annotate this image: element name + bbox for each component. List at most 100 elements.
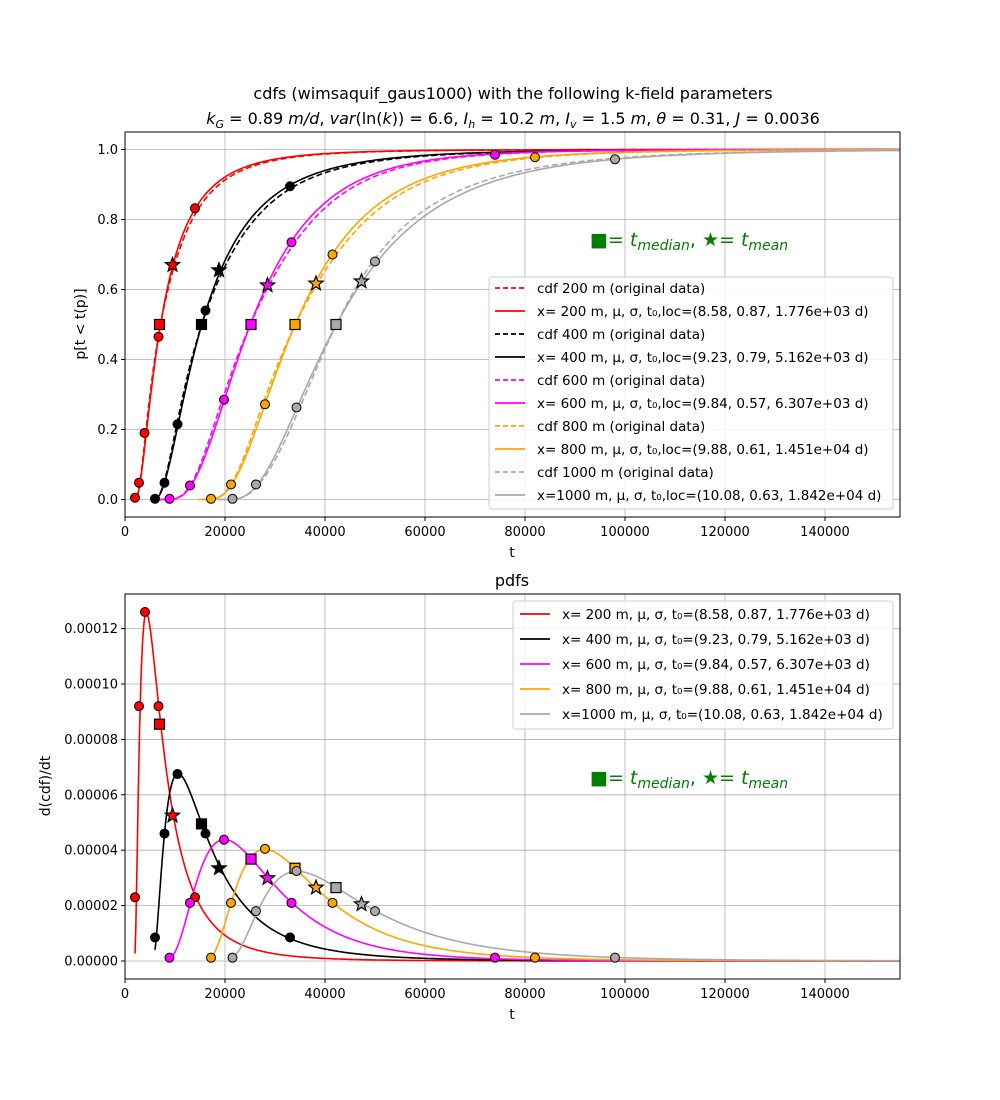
legend-label: x= 400 m, μ, σ, t₀=(9.23, 0.79, 5.162e+0… (562, 632, 870, 648)
legend-label: cdf 1000 m (original data) (537, 465, 714, 481)
percentile-point-1000m (251, 906, 261, 917)
legend-label: x= 800 m, μ, σ, t₀,loc=(9.88, 0.61, 1.45… (537, 442, 869, 458)
pdf-legend-box (512, 600, 894, 730)
percentile-point-800m (530, 152, 540, 163)
percentile-point-1000m (291, 865, 302, 876)
percentile-point-800m (226, 897, 236, 908)
percentile-point-200m (134, 477, 144, 488)
cdf-legend-box (488, 276, 894, 510)
percentile-point-1000m (370, 906, 380, 917)
y-tick-label: 0.00000 (64, 954, 118, 969)
legend-label: cdf 200 m (original data) (537, 281, 705, 297)
percentile-point-400m (285, 181, 295, 192)
x-tick-label: 40000 (304, 987, 345, 1002)
percentile-point-1000m (370, 256, 380, 267)
mean-marker-400m (210, 261, 228, 278)
percentile-point-400m (172, 419, 183, 430)
mean-marker-400m (210, 859, 228, 876)
percentile-point-600m (219, 834, 229, 845)
cdf-fit-line-1000m (217, 149, 900, 501)
percentile-point-200m (190, 203, 200, 214)
legend-label: x= 200 m, μ, σ, t₀=(8.58, 0.87, 1.776e+0… (562, 607, 870, 623)
pdf-axes-frame (124, 593, 901, 980)
percentile-point-400m (200, 828, 211, 839)
y-tick-label: 0.0 (97, 493, 118, 508)
y-tick-label: 0.00010 (64, 678, 118, 693)
mean-marker-1000m (352, 895, 371, 912)
y-tick-label: 0.2 (97, 423, 118, 438)
pdf-title: pdfs (495, 571, 529, 590)
mean-marker-800m (307, 274, 325, 291)
legend-label: cdf 400 m (original data) (537, 327, 705, 343)
x-tick-label: 100000 (600, 525, 650, 540)
x-tick-label: 40000 (304, 525, 345, 540)
median-marker-200m (153, 718, 166, 730)
y-tick-label: 0.00004 (64, 844, 118, 859)
x-tick-label: 140000 (800, 525, 850, 540)
pdf-legend: x= 200 m, μ, σ, t₀=(8.58, 0.87, 1.776e+0… (512, 600, 894, 730)
cdf-x-axis-label: t (509, 545, 515, 561)
percentile-point-400m (159, 828, 170, 839)
pdf-x-axis-label: t (509, 1007, 515, 1023)
median-marker-600m (245, 318, 257, 331)
cdf-title: cdfs (wimsaquif_gaus1000) with the follo… (253, 84, 772, 104)
percentile-point-400m (200, 305, 211, 316)
median-marker-800m (289, 318, 301, 331)
y-tick-label: 0.6 (97, 283, 118, 298)
percentile-point-1000m (227, 952, 238, 963)
median-marker-400m (195, 818, 208, 830)
mean-marker-600m (258, 869, 277, 886)
percentile-point-1000m (610, 154, 620, 165)
median-marker-1000m (330, 881, 342, 894)
percentile-point-1000m (227, 493, 238, 504)
x-tick-label: 20000 (204, 525, 245, 540)
legend-label: x= 200 m, μ, σ, t₀,loc=(8.58, 0.87, 1.77… (537, 304, 869, 320)
y-tick-label: 0.8 (97, 213, 118, 228)
pdf-marker-annotation: ■= tmedian, ★= tmean (590, 767, 788, 792)
mean-marker-600m (258, 276, 277, 293)
x-tick-label: 20000 (204, 987, 245, 1002)
cdf-legend: cdf 200 m (original data) x= 200 m, μ, σ,… (488, 276, 894, 510)
x-tick-label: 60000 (404, 987, 445, 1002)
percentile-point-200m (139, 428, 150, 438)
x-tick-label: 0 (121, 987, 129, 1002)
mean-marker-200m (163, 255, 182, 273)
y-tick-label: 0.00002 (64, 899, 118, 914)
mean-marker-1000m (352, 272, 371, 289)
percentile-point-800m (226, 479, 236, 490)
percentile-point-800m (530, 952, 540, 963)
percentile-point-1000m (251, 479, 261, 490)
percentile-point-200m (153, 701, 164, 712)
percentile-point-600m (219, 394, 229, 405)
y-tick-label: 0.4 (97, 353, 118, 368)
percentile-point-800m (327, 249, 338, 260)
percentile-point-600m (490, 952, 500, 963)
percentile-point-1000m (291, 402, 302, 413)
legend-label: cdf 600 m (original data) (537, 373, 705, 389)
pdf-x-ticks: 0 20000 40000 60000 80000 100000 120000 140000 (121, 979, 850, 1002)
legend-label: x= 800 m, μ, σ, t₀=(9.88, 0.61, 1.451e+0… (562, 682, 870, 698)
percentile-point-400m (285, 932, 295, 943)
median-marker-400m (195, 318, 208, 331)
pdf-line-1000m (232, 870, 900, 962)
percentile-point-400m (159, 477, 170, 488)
x-tick-label: 80000 (504, 525, 545, 540)
percentile-point-200m (130, 492, 140, 503)
median-marker-200m (153, 318, 166, 331)
percentile-point-800m (260, 399, 270, 410)
mean-marker-200m (163, 806, 182, 824)
percentile-point-800m (260, 843, 270, 854)
cdf-y-axis-label: p[t < t(p)] (73, 288, 89, 359)
y-tick-label: 0.00012 (64, 622, 118, 637)
x-tick-label: 100000 (600, 987, 650, 1002)
cdf-axes-frame (124, 131, 901, 518)
median-marker-600m (245, 853, 257, 865)
percentile-point-800m (206, 952, 216, 963)
legend-label: x= 600 m, μ, σ, t₀=(9.84, 0.57, 6.307e+0… (562, 657, 870, 673)
percentile-point-600m (286, 237, 297, 248)
percentile-point-600m (164, 493, 175, 504)
percentile-point-600m (490, 149, 500, 160)
x-tick-label: 80000 (504, 987, 545, 1002)
